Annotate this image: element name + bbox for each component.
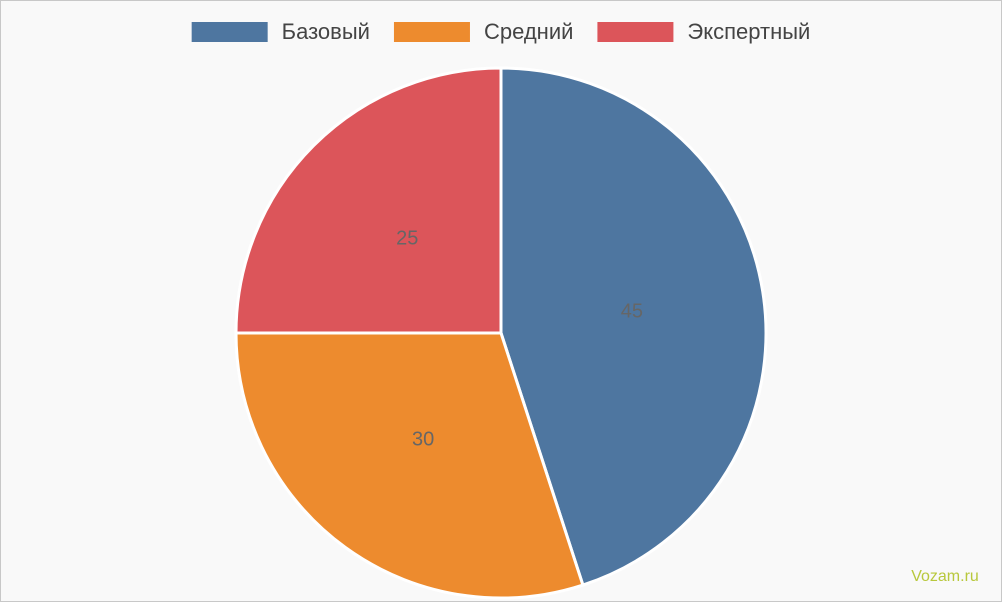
pie-slice [499,66,768,587]
pie: 45 30 25 [234,66,768,600]
legend-swatch [597,22,674,42]
data-label: 45 [621,301,643,323]
legend-swatch [393,22,470,42]
legend-label: Средний [484,19,573,44]
watermark: Vozam.ru [911,568,979,585]
data-label: 30 [412,428,434,450]
legend-label: Базовый [282,19,370,44]
legend-label: Экспертный [687,19,810,44]
pie-slice [234,66,503,335]
pie-slice [234,331,585,600]
data-label: 25 [396,228,418,250]
legend: Базовый Средний Экспертный [191,19,810,44]
legend-swatch [191,22,268,42]
